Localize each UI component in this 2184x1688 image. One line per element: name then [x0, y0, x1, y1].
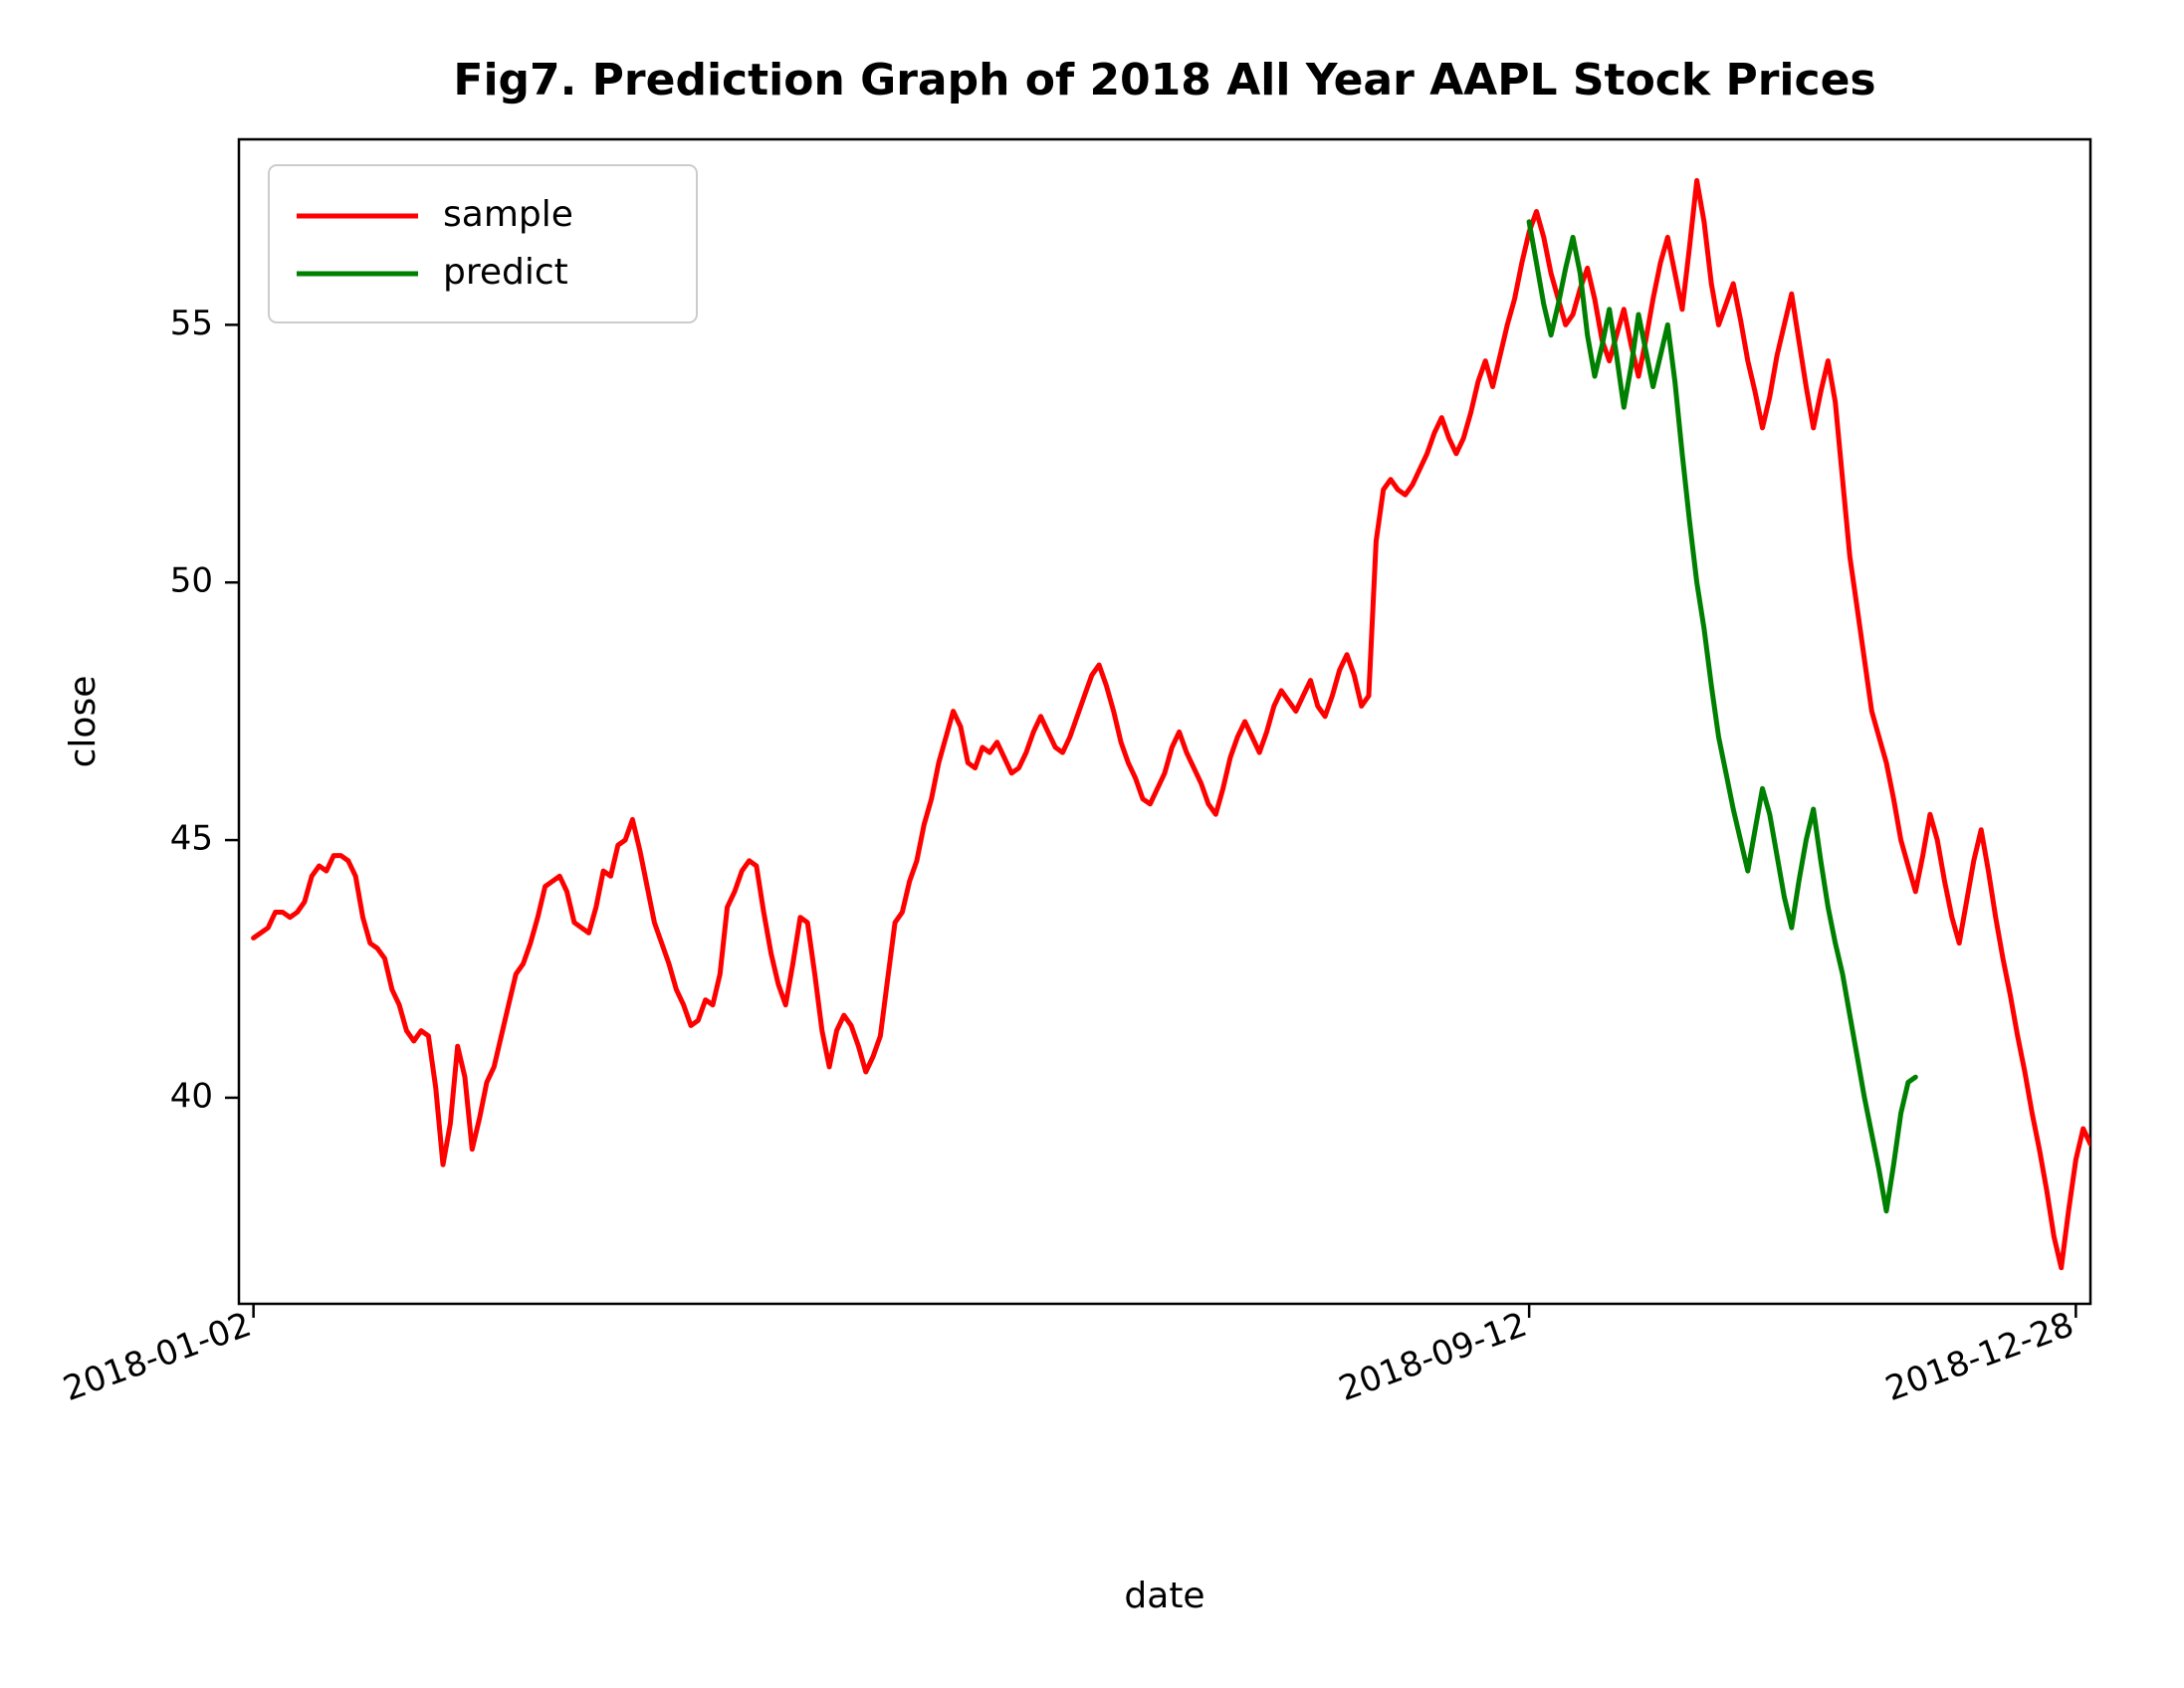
x-axis-label: date — [1124, 1576, 1204, 1616]
chart-svg: Fig7. Prediction Graph of 2018 All Year … — [0, 0, 2184, 1688]
chart-title: Fig7. Prediction Graph of 2018 All Year … — [453, 55, 1875, 106]
chart-container: Fig7. Prediction Graph of 2018 All Year … — [0, 0, 2184, 1688]
ytick-label: 40 — [170, 1076, 213, 1116]
y-axis-label: close — [63, 676, 104, 768]
ytick-label: 50 — [170, 561, 213, 601]
legend-box — [269, 165, 697, 322]
ytick-label: 55 — [170, 304, 213, 343]
legend-label-predict: predict — [443, 252, 568, 293]
ytick-label: 45 — [170, 819, 213, 859]
legend-label-sample: sample — [443, 194, 573, 235]
